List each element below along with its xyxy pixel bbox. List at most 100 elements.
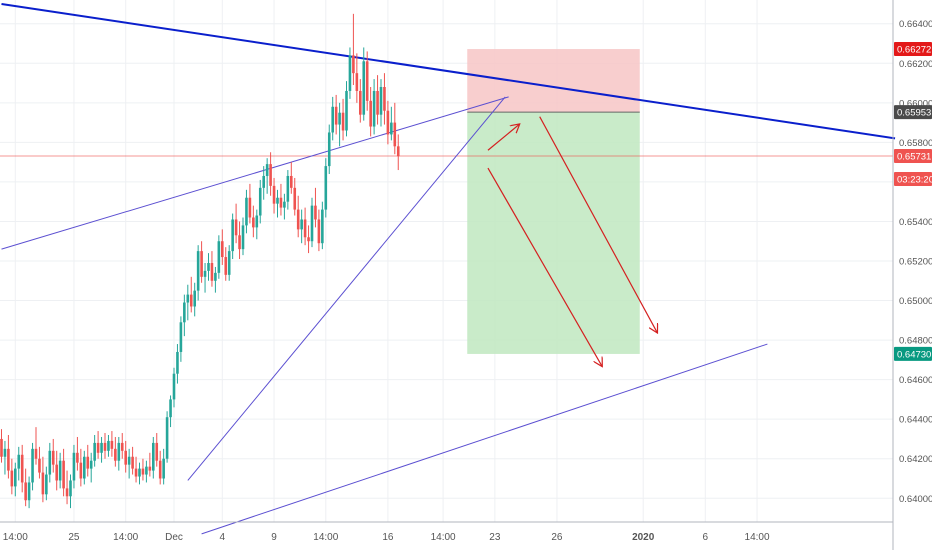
candle-body [269, 164, 272, 186]
projection-arrows[interactable] [487, 116, 657, 366]
x-tick-label: 14:00 [3, 532, 28, 543]
candle-body [248, 197, 252, 218]
price-label-box [894, 171, 932, 186]
candle-body [200, 251, 203, 277]
candle-body [327, 132, 331, 167]
candle-body [186, 294, 190, 303]
candle-body [359, 90, 362, 115]
candle-body [334, 106, 338, 125]
stop-loss-zone[interactable] [467, 49, 640, 113]
x-tick-label: 14:00 [431, 532, 456, 543]
candle-body [369, 100, 372, 127]
y-tick-label: 0.66000 [899, 98, 932, 109]
y-tick-label: 0.65400 [899, 217, 932, 228]
candle-body [362, 61, 366, 115]
candle-body [41, 472, 45, 495]
descending-trendline[interactable] [1, 2, 896, 140]
candle-body [217, 241, 221, 273]
candle-body [124, 450, 127, 465]
price-label-box [894, 105, 932, 120]
candle-body [262, 175, 265, 188]
candle-body [169, 399, 172, 418]
x-tick-label: Dec [165, 532, 183, 543]
candle-body [393, 122, 397, 147]
candle-body [307, 237, 310, 242]
candle-body [38, 458, 41, 473]
candle-body [296, 209, 300, 230]
candle-body [317, 219, 321, 244]
candle-body [34, 448, 38, 459]
candle-body [0, 438, 3, 457]
projection-arrow-1[interactable] [487, 167, 602, 366]
lower-channel-line[interactable] [201, 343, 768, 535]
candle-body [210, 262, 214, 281]
candle-body [293, 187, 297, 210]
x-tick-label: 14:00 [745, 532, 770, 543]
candle-body [79, 462, 83, 479]
candle-body [231, 219, 234, 252]
candle-body [145, 466, 148, 475]
candle-body [134, 468, 138, 477]
candle-body [148, 466, 152, 471]
y-tick-label: 0.64200 [899, 454, 932, 465]
y-tick-label: 0.65200 [899, 257, 932, 268]
candle-body [245, 197, 248, 226]
candle-body [376, 90, 379, 115]
x-tick-label: 4 [220, 532, 226, 543]
candle-body [7, 448, 10, 471]
candle-body [207, 262, 210, 271]
price-label-box [894, 346, 932, 361]
candle-body [189, 294, 193, 307]
y-tick-label: 0.64800 [899, 336, 932, 347]
candle-body [279, 197, 283, 208]
candle-body [48, 450, 52, 475]
candle-body [196, 251, 200, 291]
candle-body [338, 112, 341, 125]
candle-body [114, 448, 117, 461]
x-tick-label: 26 [551, 532, 563, 543]
candle-body [93, 442, 96, 461]
x-tick-label: 25 [68, 532, 80, 543]
candle-body [276, 197, 279, 204]
candle-body [27, 482, 31, 501]
candle-body [379, 87, 383, 115]
candle-body [348, 55, 352, 91]
candle-body [120, 442, 124, 451]
candle-body [3, 448, 7, 457]
candle-body [314, 205, 317, 220]
candle-body [352, 55, 355, 74]
projection-arrow-2[interactable] [539, 116, 657, 333]
price-label-box [894, 149, 932, 164]
take-profit-zone[interactable] [467, 112, 640, 354]
drawn-lines[interactable] [0, 2, 896, 535]
candle-body [300, 219, 303, 230]
candle-body [383, 87, 386, 111]
candle-body [265, 164, 269, 176]
candle-body [20, 454, 24, 483]
candle-body [303, 219, 307, 238]
y-tick-label: 0.64000 [899, 494, 932, 505]
candle-body [69, 480, 72, 497]
price-label-text: 0.65731 [897, 152, 931, 163]
candle-body [390, 122, 393, 135]
candle-body [286, 175, 290, 202]
candle-body [103, 442, 107, 451]
candle-body [283, 201, 286, 208]
pullback-arrow[interactable] [487, 125, 519, 151]
candle-body [100, 442, 103, 453]
candle-body [396, 146, 400, 157]
candle-body [255, 215, 259, 228]
price-label-text: 0.64730 [897, 349, 931, 360]
upper-channel-line[interactable] [1, 96, 509, 250]
candle-body [234, 219, 238, 236]
rising-support-line[interactable] [187, 96, 506, 481]
price-label-text: 03:23:20 [897, 174, 932, 185]
position-zones[interactable] [467, 49, 640, 354]
candle-body [45, 474, 48, 495]
candle-body [331, 106, 334, 133]
candle-body [141, 468, 145, 475]
candle-body [341, 112, 345, 131]
